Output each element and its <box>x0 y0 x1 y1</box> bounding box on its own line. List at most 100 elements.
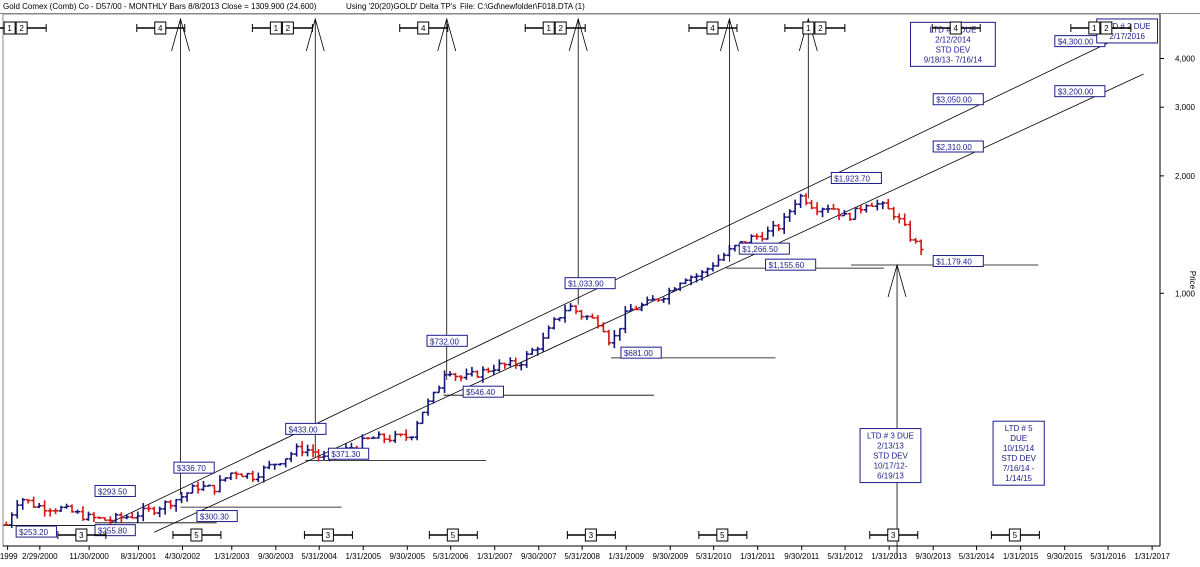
x-tick-label: 1/31/2013 <box>871 552 907 561</box>
ltd-box-text: STD DEV <box>1001 454 1036 463</box>
cycle-marker-label: 3 <box>326 531 331 540</box>
ltd-box-text: 2/13/13 <box>877 442 904 451</box>
x-tick-label: 2/29/2000 <box>22 552 58 561</box>
price-label: $433.00 <box>289 425 318 434</box>
cycle-marker-label: 4 <box>421 24 426 33</box>
x-tick-label: 5/31/2016 <box>1090 552 1126 561</box>
x-tick-label: /1999 <box>0 552 18 561</box>
cycle-marker-label: 4 <box>953 24 958 33</box>
price-label: $1,266.50 <box>742 245 778 254</box>
cycle-marker-label: 5 <box>451 531 456 540</box>
price-label: $2,310.00 <box>936 143 972 152</box>
x-tick-label: 1/31/2015 <box>1003 552 1039 561</box>
cycle-marker-box <box>802 21 815 35</box>
x-tick-label: 5/31/2008 <box>564 552 600 561</box>
price-label-box <box>830 171 882 184</box>
price-label-box <box>564 277 616 290</box>
x-tick-label: 5/31/2012 <box>827 552 863 561</box>
cycle-arrow-head <box>171 17 190 52</box>
cycle-marker-box <box>706 21 719 35</box>
cycle-arrow-head <box>305 17 325 52</box>
ltd-box-text: 6/19/13 <box>877 472 904 481</box>
cycle-marker-label: 5 <box>1013 531 1018 540</box>
price-label-box <box>15 525 57 538</box>
price-label: $1,033.90 <box>568 280 604 289</box>
cycle-arrow-head <box>887 263 907 298</box>
cycle-marker-label: 4 <box>158 24 163 33</box>
price-label-box <box>738 242 790 255</box>
price-label-box <box>765 258 817 271</box>
x-tick-label: 1/31/2017 <box>1134 552 1170 561</box>
price-label-box <box>932 140 984 153</box>
price-label: $1,179.40 <box>936 258 972 267</box>
cycle-marker-box <box>1008 528 1021 542</box>
cycle-marker-box <box>446 528 459 542</box>
x-tick-label: 9/30/2003 <box>258 552 294 561</box>
cycle-marker-label: 4 <box>710 24 715 33</box>
price-label: $293.50 <box>98 487 127 496</box>
price-label: $732.00 <box>430 337 459 346</box>
x-tick-label: 5/31/2004 <box>301 552 337 561</box>
price-label: $1,923.70 <box>834 174 870 183</box>
price-label-box <box>327 447 370 460</box>
cycle-marker-box <box>814 21 827 35</box>
price-label: $3,050.00 <box>936 96 972 105</box>
cycle-marker-box <box>542 21 555 35</box>
y-axis-title: Price <box>1188 271 1197 290</box>
cycle-marker-box <box>269 21 282 35</box>
x-tick-label: 8/31/2001 <box>121 552 157 561</box>
x-tick-label: 9/30/2011 <box>784 552 820 561</box>
x-tick-label: 5/31/2014 <box>959 552 995 561</box>
cycle-marker-label: 1 <box>7 24 12 33</box>
ltd-box-text: 2/17/2016 <box>1109 32 1145 41</box>
cycle-marker-box <box>321 528 334 542</box>
price-label-box <box>94 484 136 497</box>
price-label-box <box>1054 85 1106 98</box>
price-label-box <box>462 385 504 398</box>
data-file: File: C:\Gd\newfolder\F018.DTA (1) <box>460 2 585 11</box>
cycle-marker-box <box>584 528 597 542</box>
cycle-marker-label: 1 <box>1092 24 1097 33</box>
cycle-marker-label: 2 <box>818 24 823 33</box>
x-tick-label: 4/30/2002 <box>165 552 201 561</box>
cycle-marker-layer: 1 2 4 1 2 4 1 2 4 1 2 4 1 23 5 3 5 3 5 3 5 <box>0 21 1132 542</box>
cycle-marker-label: 1 <box>546 24 551 33</box>
cycle-marker-label: 1 <box>806 24 811 33</box>
cycle-marker-label: 2 <box>19 24 24 33</box>
ltd-box-text: LTD # 2 DUE <box>1104 22 1151 31</box>
price-label: $253.20 <box>19 528 48 537</box>
bar-layer <box>3 193 924 528</box>
ltd-box-text: 7/16/14 - <box>1003 464 1035 473</box>
price-label: $371.30 <box>331 450 360 459</box>
x-tick-label: 1/31/2007 <box>477 552 513 561</box>
cycle-arrow-head <box>437 17 457 52</box>
cycle-marker-box <box>417 21 430 35</box>
price-label: $336.70 <box>177 464 206 473</box>
x-tick-label: 1/31/2003 <box>214 552 250 561</box>
cycle-arrow-head <box>568 17 588 52</box>
cycle-marker-box <box>3 21 16 35</box>
cycle-marker-box <box>1088 21 1101 35</box>
price-label: $681.00 <box>624 349 653 358</box>
cycle-marker-box <box>15 21 28 35</box>
x-tick-label: 1/31/2009 <box>608 552 644 561</box>
cycle-marker-box <box>554 21 567 35</box>
price-label-box <box>173 461 215 474</box>
x-tick-label: 9/30/2009 <box>652 552 688 561</box>
y-tick-label: 2,000 <box>1175 172 1196 181</box>
cycle-marker-label: 1 <box>274 24 279 33</box>
cycle-arrow-head <box>798 17 818 52</box>
price-label: $4,300.00 <box>1058 38 1094 47</box>
cycle-marker-label: 5 <box>194 531 199 540</box>
instrument-info: Gold Comex (Comb) Co - D57/00 - MONTHLY … <box>3 2 317 11</box>
cycle-marker-box <box>716 528 729 542</box>
x-tick-label: 1/31/2005 <box>345 552 381 561</box>
cycle-marker-box <box>949 21 962 35</box>
ltd-box <box>992 420 1045 486</box>
ltd-box-text: 9/18/13- 7/16/14 <box>924 55 983 64</box>
ltd-box-text: 10/15/14 <box>1003 444 1035 453</box>
x-tick-label: 1/31/2011 <box>740 552 776 561</box>
price-label-box <box>620 346 662 359</box>
price-label-box <box>196 510 238 523</box>
